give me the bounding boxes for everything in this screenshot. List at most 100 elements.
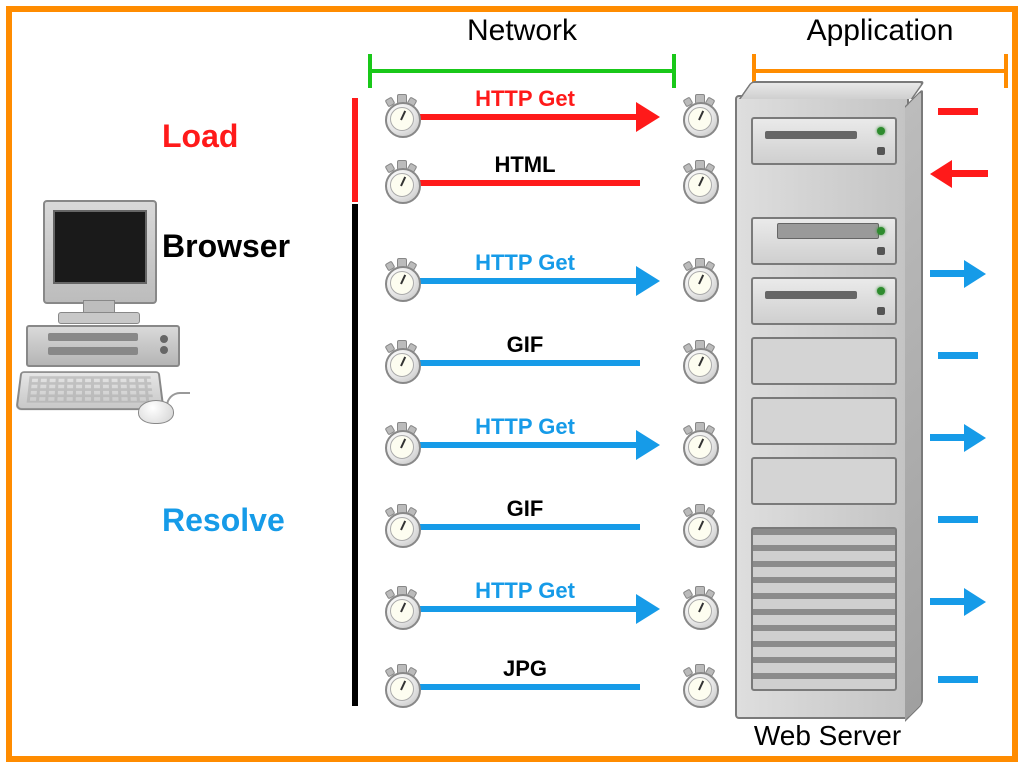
arrow-line [414,684,640,690]
app-arrow-head-left-icon [930,160,952,188]
server-blank-bay [751,397,897,445]
stopwatch-icon [382,586,420,628]
keyboard-keys [27,376,154,402]
network-bracket [368,54,676,88]
request-row: HTTP Get [380,256,670,306]
app-dash [938,108,978,115]
app-arrow-head-right-icon [964,588,986,616]
stopwatch-icon [382,94,420,136]
drive-led [877,287,885,295]
request-row: HTTP Get [380,420,670,470]
app-arrow-head-right-icon [964,260,986,288]
application-mark [930,340,1000,370]
tower-buttons [160,335,170,355]
drive-button [877,147,885,155]
drive-slot [765,291,857,299]
stopwatch-icon [680,340,718,382]
computer-tower [26,325,180,367]
network-bracket-bar [368,69,676,73]
stopwatch-icon [382,160,420,202]
app-arrow-line [930,598,966,605]
drive-button [877,247,885,255]
stopwatch-icon [382,422,420,464]
drive-led [877,227,885,235]
client-computer-icon [18,200,183,430]
app-dash [938,516,978,523]
phase-resolve-tick [352,304,358,706]
application-bracket-cap-r [1004,54,1008,88]
server-drive [751,217,897,265]
request-row: JPG [380,662,670,712]
stopwatch-icon [680,94,718,136]
monitor-base [58,312,140,324]
drive-slot [765,131,857,139]
application-mark [930,504,1000,534]
arrow-label: HTTP Get [380,250,670,276]
drive-button [877,307,885,315]
monitor-screen [53,210,147,284]
application-mark [930,96,1000,126]
arrow-line [410,278,636,284]
tower-slot [48,333,138,341]
app-arrow-line [952,170,988,177]
network-bracket-label: Network [368,14,676,48]
request-row: HTML [380,158,670,208]
request-row: HTTP Get [380,584,670,634]
server-blank-bay [751,457,897,505]
application-mark [930,664,1000,694]
arrow-label: HTTP Get [380,578,670,604]
server-drive [751,117,897,165]
stopwatch-icon [680,504,718,546]
arrow-label: GIF [380,332,670,358]
server-top [739,81,926,99]
stopwatch-icon [382,664,420,706]
stopwatch-icon [382,340,420,382]
server-side [905,88,923,722]
app-arrow-line [930,270,966,277]
application-mark [930,258,1000,288]
server-blank-bay [751,337,897,385]
arrow-label: JPG [380,656,670,682]
arrow-label: GIF [380,496,670,522]
arrow-line [414,524,640,530]
tower-slot [48,347,138,355]
phase-load-tick [352,98,358,202]
stopwatch-icon [680,258,718,300]
drive-led [877,127,885,135]
stopwatch-icon [680,586,718,628]
web-server-label: Web Server [735,720,920,752]
application-mark [930,158,1000,188]
stopwatch-icon [680,160,718,202]
phase-browser-tick [352,204,358,304]
app-arrow-line [930,434,966,441]
arrow-label: HTML [380,152,670,178]
arrow-label: HTTP Get [380,86,670,112]
mouse-icon [138,400,174,424]
server-vent [751,527,897,691]
app-arrow-head-right-icon [964,424,986,452]
stopwatch-icon [680,664,718,706]
arrow-line [410,442,636,448]
request-row: GIF [380,338,670,388]
arrow-line [414,180,640,186]
stopwatch-icon [382,504,420,546]
disk-tray [777,223,879,239]
server-drive [751,277,897,325]
arrow-line [410,606,636,612]
arrow-label: HTTP Get [380,414,670,440]
application-bracket-bar [752,69,1008,73]
stopwatch-icon [382,258,420,300]
network-bracket-cap-r [672,54,676,88]
application-mark [930,422,1000,452]
arrow-line [410,114,636,120]
application-bracket-label: Application [752,14,1008,48]
app-dash [938,676,978,683]
request-row: HTTP Get [380,92,670,142]
web-server-icon [735,95,909,719]
request-row: GIF [380,502,670,552]
network-bracket-cap-l [368,54,372,88]
app-dash [938,352,978,359]
stopwatch-icon [680,422,718,464]
application-mark [930,586,1000,616]
phase-load-label: Load [162,118,238,155]
